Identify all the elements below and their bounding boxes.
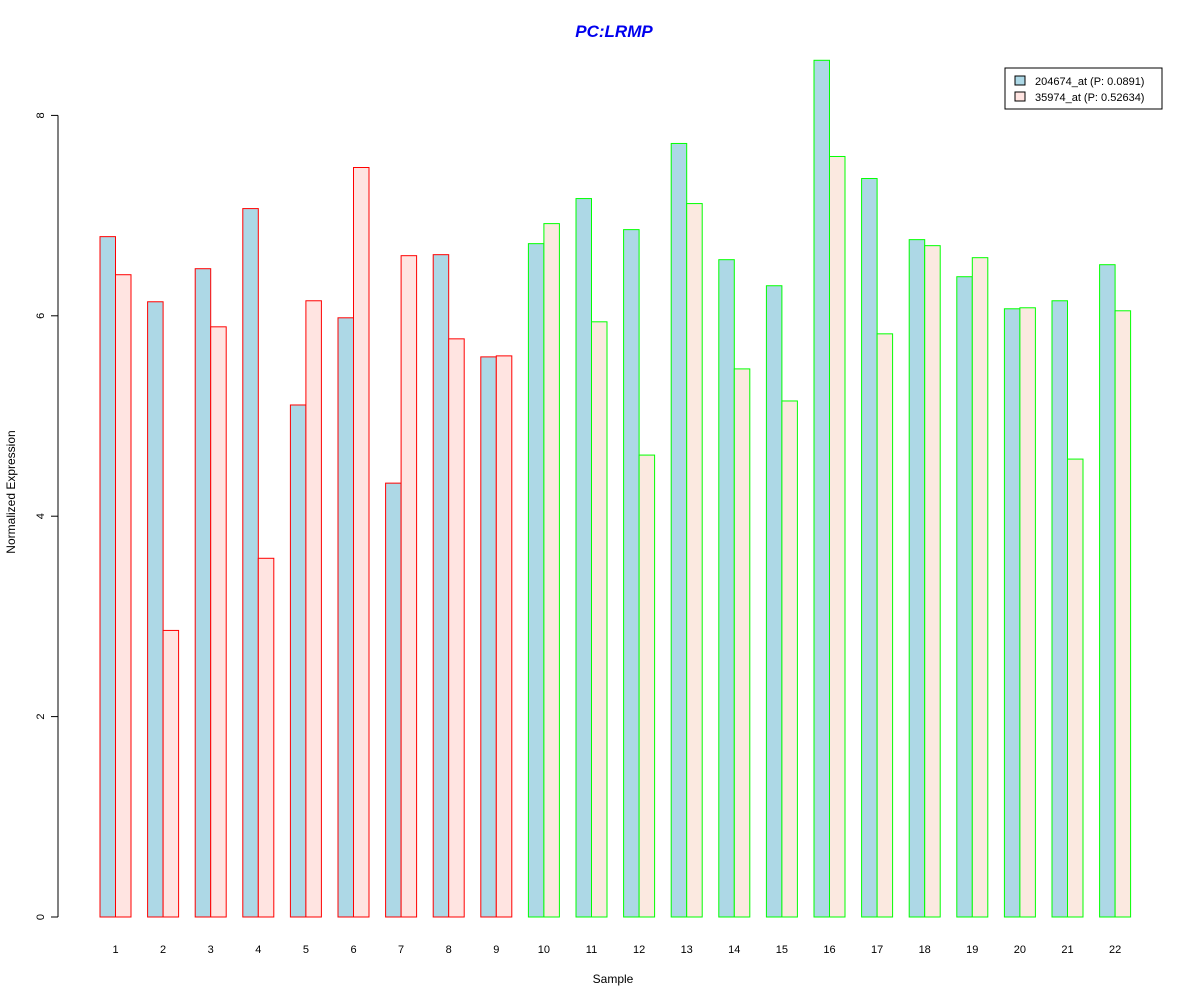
legend-swatch	[1014, 75, 1026, 86]
bar-204674-at	[813, 59, 830, 918]
x-tick-label: 20	[1014, 944, 1026, 956]
x-tick-label: 6	[350, 944, 356, 956]
legend-label: 35974_at (P: 0.52634)	[1035, 92, 1144, 104]
bar-35974-at	[543, 223, 560, 918]
bars	[99, 59, 1132, 918]
bar-35974-at	[210, 326, 227, 918]
x-tick-label: 7	[398, 944, 404, 956]
y-axis: 0 2 4 6 8	[35, 112, 59, 920]
bar-35974-at	[115, 274, 132, 918]
bar-204674-at	[194, 268, 212, 918]
x-tick-label: 3	[208, 944, 214, 956]
bar-35974-at	[829, 155, 846, 918]
bar-204674-at	[147, 301, 164, 918]
bar-204674-at	[289, 404, 307, 918]
x-tick-label: 19	[966, 944, 978, 956]
x-tick-label: 17	[871, 944, 883, 956]
bar-35974-at	[257, 557, 275, 918]
chart-title: PC:LRMP	[575, 22, 653, 41]
legend-label: 204674_at (P: 0.0891)	[1035, 76, 1144, 88]
legend-box	[1004, 67, 1163, 110]
x-tick-label: 15	[776, 944, 788, 956]
x-tick-label: 18	[919, 944, 931, 956]
y-tick-label: 2	[35, 714, 47, 720]
bar-35974-at	[971, 257, 989, 918]
bar-35974-at	[353, 167, 370, 918]
y-tick-label: 0	[35, 914, 47, 920]
legend-swatch	[1014, 91, 1026, 102]
bar-35974-at	[924, 245, 941, 918]
bar-204674-at	[99, 236, 116, 918]
x-axis-title: Sample	[593, 972, 634, 986]
bar-204674-at	[385, 482, 402, 918]
bar-204674-at	[956, 276, 973, 918]
x-tick-label: 4	[255, 944, 261, 956]
bar-204674-at	[337, 317, 354, 918]
bar-204674-at	[575, 198, 592, 918]
x-tick-label: 8	[446, 944, 452, 956]
bar-204674-at	[242, 208, 259, 918]
bar-35974-at	[781, 400, 798, 918]
x-tick-label: 14	[728, 944, 740, 956]
bar-204674-at	[527, 243, 545, 918]
x-tick-label: 13	[681, 944, 693, 956]
bar-35974-at	[591, 321, 608, 918]
x-tick-label: 5	[303, 944, 309, 956]
x-tick-label: 1	[112, 944, 118, 956]
x-tick-label: 10	[538, 944, 550, 956]
bar-204674-at	[718, 259, 735, 918]
x-tick-label: 16	[823, 944, 835, 956]
y-tick-label: 8	[35, 112, 47, 118]
bar-204674-at	[670, 142, 688, 918]
bar-35974-at	[495, 355, 513, 918]
bar-35974-at	[876, 333, 894, 918]
bar-35974-at	[1019, 307, 1036, 918]
bar-204674-at	[908, 239, 926, 918]
bar-204674-at	[480, 356, 497, 918]
bar-204674-at	[432, 254, 450, 918]
bar-204674-at	[1003, 308, 1021, 918]
x-tick-label: 9	[493, 944, 499, 956]
y-tick-label: 6	[35, 313, 47, 319]
bar-35974-at	[1067, 458, 1084, 918]
legend: 204674_at (P: 0.0891) 35974_at (P: 0.5263…	[1004, 67, 1163, 110]
bar-35974-at	[162, 629, 180, 918]
bar-35974-at	[638, 454, 656, 918]
y-axis-title: Normalized Expression	[4, 430, 18, 553]
bar-35974-at	[733, 368, 751, 918]
bar-35974-at	[686, 203, 703, 918]
bar-35974-at	[400, 255, 418, 918]
bar-204674-at	[861, 178, 878, 918]
bar-35974-at	[448, 338, 465, 918]
bar-204674-at	[1051, 300, 1068, 918]
bar-204674-at	[765, 285, 783, 918]
x-tick-label: 21	[1061, 944, 1073, 956]
x-tick-label: 11	[586, 944, 597, 956]
x-tick-labels: 1 2 3 4 5 6 7 8 9 10 11 12 13 14 15 16 17 18 19 20 21 22	[112, 944, 1121, 956]
x-tick-label: 22	[1109, 944, 1121, 956]
y-tick-label: 4	[35, 513, 47, 519]
bar-204674-at	[1099, 264, 1116, 918]
x-tick-label: 2	[160, 944, 166, 956]
x-tick-label: 12	[633, 944, 645, 956]
bar-204674-at	[623, 229, 640, 918]
bar-35974-at	[1114, 310, 1132, 918]
bar-35974-at	[305, 300, 322, 918]
